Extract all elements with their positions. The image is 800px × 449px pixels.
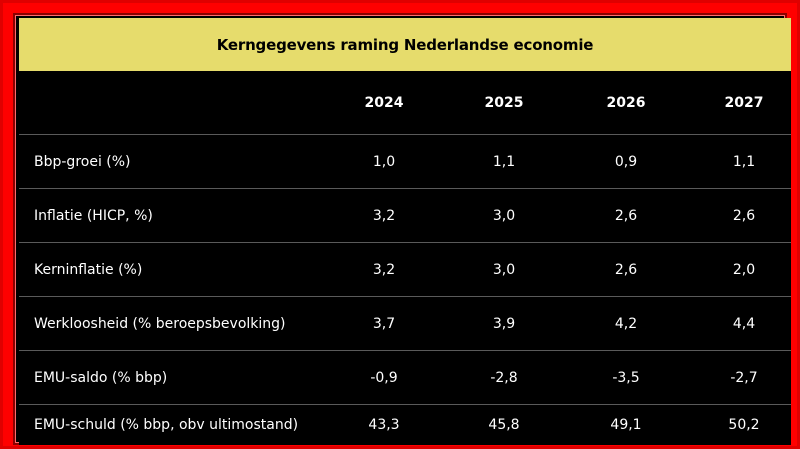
table-cell: 3,7 — [372, 315, 396, 332]
table-cell: 4,4 — [732, 315, 756, 332]
frame-inner-border: Kerngegevens raming Nederlandse economie… — [13, 13, 791, 445]
column-header-2025: 2025 — [484, 94, 524, 111]
row-label: EMU-schuld (% bbp, obv ultimostand) — [34, 417, 299, 433]
row-label: Werkloosheid (% beroepsbevolking) — [34, 315, 286, 332]
table-cell: 3,0 — [492, 261, 516, 278]
table-cell: 3,0 — [492, 207, 516, 224]
table-cell: 3,2 — [372, 261, 396, 278]
table-cell: 45,8 — [488, 417, 520, 433]
table-cell: 3,9 — [492, 315, 516, 332]
row-label: Inflatie (HICP, %) — [34, 207, 153, 224]
table-row: Bbp-groei (%) 1,0 1,1 0,9 1,1 — [19, 135, 791, 189]
table-cell: 4,2 — [614, 315, 638, 332]
row-label: EMU-saldo (% bbp) — [34, 369, 168, 386]
table-cell: 2,6 — [614, 261, 638, 278]
forecast-table: Kerngegevens raming Nederlandse economie… — [19, 18, 791, 445]
table-cell: 2,0 — [732, 261, 756, 278]
table-cell: 2,6 — [614, 207, 638, 224]
table-title: Kerngegevens raming Nederlandse economie — [19, 18, 791, 71]
table-cell: -3,5 — [612, 369, 640, 386]
table-cell: 50,2 — [728, 417, 760, 433]
column-header-2027: 2027 — [724, 94, 764, 111]
table-cell: 43,3 — [368, 417, 400, 433]
table-cell: 1,0 — [372, 153, 396, 170]
table-cell: -2,8 — [490, 369, 518, 386]
table-header-row: 2024 2025 2026 2027 — [19, 71, 791, 135]
table-row: Werkloosheid (% beroepsbevolking) 3,7 3,… — [19, 297, 791, 351]
table-cell: 0,9 — [614, 153, 638, 170]
table-cell: -2,7 — [730, 369, 758, 386]
table-cell: 49,1 — [610, 417, 642, 433]
table-cell: 2,6 — [732, 207, 756, 224]
table-cell: 1,1 — [492, 153, 516, 170]
table-row: EMU-saldo (% bbp) -0,9 -2,8 -3,5 -2,7 — [19, 351, 791, 405]
row-label: Bbp-groei (%) — [34, 153, 131, 170]
table-cell: 3,2 — [372, 207, 396, 224]
table-row: Kerninflatie (%) 3,2 3,0 2,6 2,0 — [19, 243, 791, 297]
table-cell: 1,1 — [732, 153, 756, 170]
table-cell: -0,9 — [370, 369, 398, 386]
column-header-2026: 2026 — [606, 94, 646, 111]
table-row: Inflatie (HICP, %) 3,2 3,0 2,6 2,6 — [19, 189, 791, 243]
table-row: EMU-schuld (% bbp, obv ultimostand) 43,3… — [19, 405, 791, 445]
row-label: Kerninflatie (%) — [34, 261, 143, 278]
column-header-2024: 2024 — [364, 94, 404, 111]
